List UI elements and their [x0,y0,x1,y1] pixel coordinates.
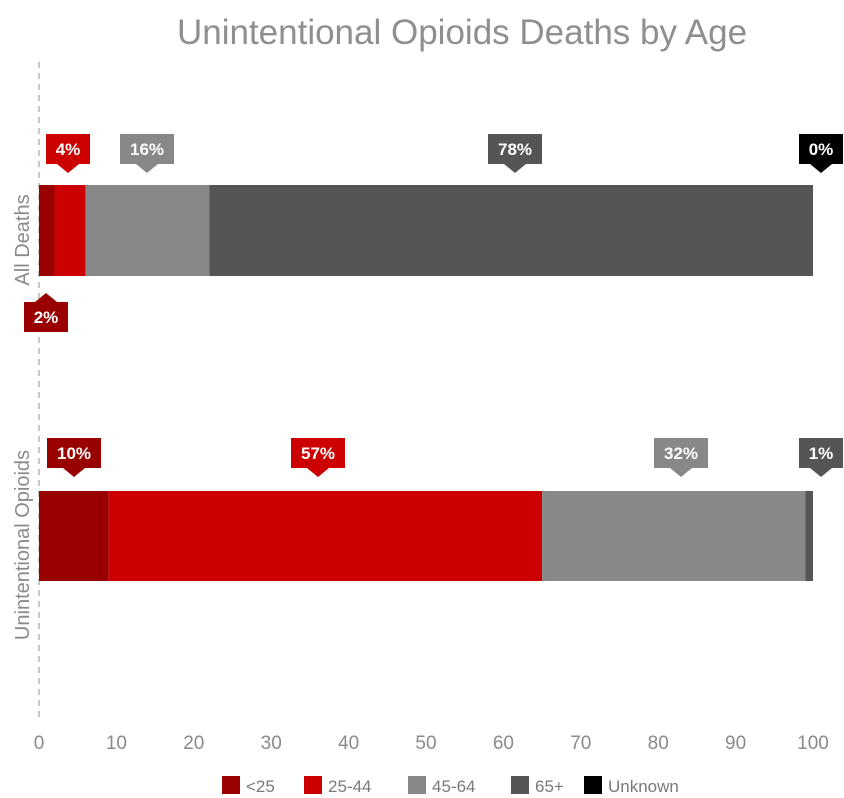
x-tick-70: 70 [570,733,591,754]
legend-label-3: 65+ [535,777,564,796]
category-label-0: All Deaths [12,194,34,285]
data-label-0-4: 0% [809,140,834,159]
x-tick-60: 60 [493,733,514,754]
bar-1-series-3 [805,491,813,581]
legend-label-0: <25 [246,777,275,796]
bars-layer [39,185,813,581]
legend-swatch-3 [511,776,529,794]
data-label-1-0: 10% [57,444,91,463]
legend-swatch-2 [408,776,426,794]
x-tick-10: 10 [106,733,127,754]
data-label-badge-0-2 [120,134,174,173]
data-label-badge-1-1 [291,438,345,477]
bar-0-series-0 [39,185,55,276]
data-label-0-3: 78% [498,140,532,159]
bar-0-series-3 [209,185,813,276]
data-labels-layer: 2% 4% 16% 78% 0% 10% 57% 32% 1% [24,134,843,477]
legend-label-2: 45-64 [432,777,475,796]
data-label-badge-1-0 [47,438,101,477]
bar-1-series-1 [108,491,543,581]
data-label-1-2: 32% [664,444,698,463]
category-labels-layer: All Deaths Unintentional Opioids [12,194,34,640]
bar-0-series-1 [54,185,86,276]
legend-label-4: Unknown [608,777,679,796]
x-tick-40: 40 [338,733,359,754]
x-tick-100: 100 [797,733,829,754]
x-tick-90: 90 [725,733,746,754]
legend-label-1: 25-44 [328,777,371,796]
legend-swatch-4 [584,776,602,794]
data-label-0-0: 2% [34,308,59,327]
category-label-1: Unintentional Opioids [12,450,34,640]
data-label-badge-1-2 [654,438,708,477]
x-tick-0: 0 [34,733,45,754]
x-tick-30: 30 [261,733,282,754]
x-axis-ticks: 0 10 20 30 40 50 60 70 80 90 100 [34,733,829,754]
data-label-0-2: 16% [130,140,164,159]
x-tick-20: 20 [183,733,204,754]
data-label-1-3: 1% [809,444,834,463]
chart-title: Unintentional Opioids Deaths by Age [177,13,747,52]
data-label-badge-0-1 [46,134,90,173]
data-label-1-1: 57% [301,444,335,463]
bar-1-series-2 [542,491,806,581]
legend-swatch-1 [304,776,322,794]
data-label-badge-0-0 [24,293,68,332]
legend-swatch-0 [222,776,240,794]
data-label-badge-0-4 [799,134,843,173]
x-tick-50: 50 [415,733,436,754]
data-label-badge-1-3 [799,438,843,477]
bar-1-series-0 [39,491,109,581]
legend: <25 25-44 45-64 65+ Unknown [222,776,679,796]
data-label-0-1: 4% [56,140,81,159]
data-label-badge-0-3 [488,134,542,173]
bar-0-series-2 [85,185,210,276]
x-tick-80: 80 [648,733,669,754]
